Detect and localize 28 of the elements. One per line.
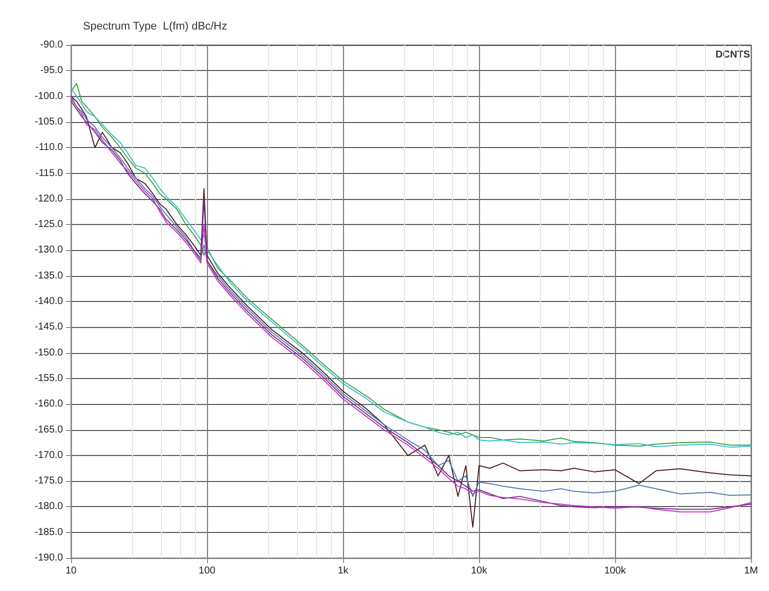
y-tick-label: -155.0 xyxy=(34,372,64,384)
y-tick-label: -105.0 xyxy=(34,116,64,128)
y-tick-label: -95.0 xyxy=(40,65,64,76)
x-tick-label: 100 xyxy=(198,566,216,576)
y-tick-label: -115.0 xyxy=(35,168,64,179)
x-tick-label: 100k xyxy=(604,566,627,576)
y-tick-label: -180.0 xyxy=(34,501,64,512)
y-tick-label: -130.0 xyxy=(34,244,64,256)
y-tick-label: -125.0 xyxy=(34,219,64,230)
y-tick-label: -140.0 xyxy=(34,296,64,307)
y-tick-label: -165.0 xyxy=(34,424,64,436)
y-tick-label: -120.0 xyxy=(34,193,64,204)
y-tick-label: -170.0 xyxy=(34,450,64,461)
x-tick-label: 10k xyxy=(470,566,488,576)
y-tick-label: -145.0 xyxy=(34,322,64,333)
y-tick-label: -160.0 xyxy=(34,398,64,410)
y-tick-label: -110.0 xyxy=(35,142,64,154)
x-tick-label: 1k xyxy=(338,566,350,576)
y-tick-label: -175.0 xyxy=(34,476,64,487)
x-tick-label: 1M xyxy=(744,566,758,576)
chart-title: Spectrum Type L(fm) dBc/Hz xyxy=(83,20,228,32)
y-tick-label: -100.0 xyxy=(34,90,64,102)
y-tick-label: -90.0 xyxy=(40,40,64,50)
y-tick-label: -150.0 xyxy=(34,347,64,358)
y-tick-label: -190.0 xyxy=(34,552,64,564)
x-tick-label: 10 xyxy=(65,566,77,576)
y-tick-label: -185.0 xyxy=(34,526,64,538)
y-tick-label: -135.0 xyxy=(34,270,64,282)
